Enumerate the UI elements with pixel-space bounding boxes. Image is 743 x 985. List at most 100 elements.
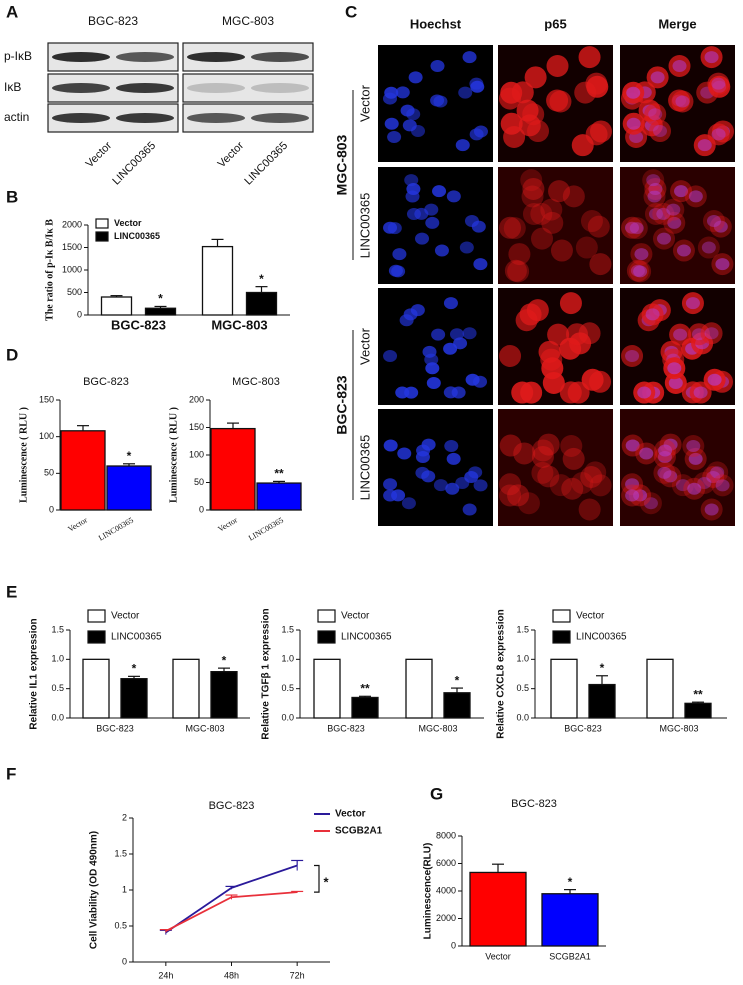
row-label: Vector — [357, 84, 372, 122]
cell-p65 — [584, 461, 607, 484]
cell-p65 — [541, 211, 564, 234]
cell-nucleus — [416, 444, 431, 457]
error-bar — [128, 675, 140, 679]
bar — [201, 245, 234, 316]
y-tick-label: 200 — [189, 394, 204, 404]
cell-p65 — [517, 492, 540, 515]
cell-nucleus — [650, 71, 665, 84]
bar — [106, 465, 152, 511]
cell-nucleus — [384, 117, 399, 130]
cell-p65 — [504, 259, 527, 282]
cell-nucleus — [415, 232, 430, 245]
cell-p65 — [522, 103, 545, 126]
legend-label: Vector — [111, 611, 140, 622]
y-axis-label: Relative IL1 expression — [29, 618, 40, 729]
cell-p65 — [621, 473, 644, 496]
cell-nucleus — [387, 222, 402, 235]
lane-label: LINC00365 — [242, 140, 290, 188]
cell-nucleus — [468, 466, 483, 479]
cell-nucleus — [469, 77, 484, 90]
error-bar — [359, 695, 371, 698]
legend-swatch — [317, 630, 336, 644]
cell-nucleus — [675, 95, 690, 108]
cell-nucleus — [425, 216, 440, 229]
bar — [550, 658, 578, 719]
significance: * — [455, 673, 460, 687]
legend-swatch — [87, 630, 106, 644]
cell-p65 — [537, 433, 560, 456]
error-bar — [492, 863, 504, 873]
cell-p65 — [578, 322, 601, 345]
error-bar — [596, 675, 608, 685]
cell-nucleus — [625, 489, 640, 502]
cell-p65 — [522, 202, 545, 225]
blot-band — [187, 113, 245, 123]
panel-letter: F — [6, 764, 16, 783]
cell-nucleus — [432, 185, 447, 198]
cell-nucleus — [711, 128, 726, 141]
blot-band — [187, 52, 245, 62]
cell-p65 — [522, 177, 545, 200]
cell-nucleus — [667, 362, 682, 375]
y-tick-label: 0.0 — [516, 712, 529, 722]
cell-nucleus — [633, 265, 648, 278]
cell-p65 — [630, 243, 653, 266]
y-axis-label: The ratio of p-Iκ B/Iκ B — [44, 219, 55, 321]
cell-nucleus — [397, 447, 412, 460]
cell-nucleus — [626, 86, 641, 99]
cell-nucleus — [415, 466, 430, 479]
significance-bracket — [314, 864, 320, 893]
cell-nucleus — [425, 362, 440, 375]
bar — [443, 692, 471, 719]
cell-nucleus — [446, 452, 461, 465]
cell-p65 — [652, 202, 675, 225]
cell-nucleus — [403, 308, 418, 321]
cell-p65 — [629, 260, 652, 283]
cell-nucleus — [625, 221, 640, 234]
cell-nucleus — [445, 482, 460, 495]
y-tick-label: 2000 — [62, 219, 82, 229]
cell-nucleus — [465, 373, 480, 386]
error-bar — [291, 859, 304, 871]
significance: * — [222, 653, 227, 667]
cell-nucleus — [433, 479, 448, 492]
cell-p65 — [560, 434, 583, 457]
cell-nucleus — [626, 117, 641, 130]
cell-nucleus — [646, 174, 661, 187]
legend-swatch — [95, 231, 109, 242]
cell-nucleus — [387, 131, 402, 144]
cell-p65 — [585, 123, 608, 146]
cell-nucleus — [697, 477, 712, 490]
legend-swatch — [552, 609, 571, 623]
panel-letter: A — [6, 2, 18, 21]
blot-band — [116, 52, 174, 62]
cell-p65 — [499, 484, 522, 507]
cell-nucleus — [701, 241, 716, 254]
cell-p65 — [580, 210, 603, 233]
cell-nucleus — [383, 489, 398, 502]
bar — [684, 702, 712, 719]
cell-nucleus — [625, 478, 640, 491]
y-tick-label: 0.5 — [114, 920, 127, 930]
cell-p65 — [550, 239, 573, 262]
error-bar — [154, 305, 167, 309]
cell-p65 — [527, 120, 550, 143]
cell-nucleus — [675, 479, 690, 492]
cell-nucleus — [469, 128, 484, 141]
bar — [172, 658, 200, 719]
cell-p65 — [521, 185, 544, 208]
cell-p65 — [625, 217, 648, 240]
x-tick-label: BGC-823 — [564, 723, 602, 733]
cell-nucleus — [392, 248, 407, 261]
cell-nucleus — [643, 497, 658, 510]
cell-nucleus — [383, 350, 398, 363]
blot-band — [251, 113, 309, 123]
legend-swatch — [552, 630, 571, 644]
bar — [245, 291, 278, 316]
cell-p65 — [682, 434, 705, 457]
cell-p65 — [707, 123, 730, 146]
micrograph — [498, 167, 613, 284]
bar — [588, 683, 616, 719]
column-header: Merge — [658, 16, 696, 31]
y-tick-label: 0.5 — [51, 683, 64, 693]
